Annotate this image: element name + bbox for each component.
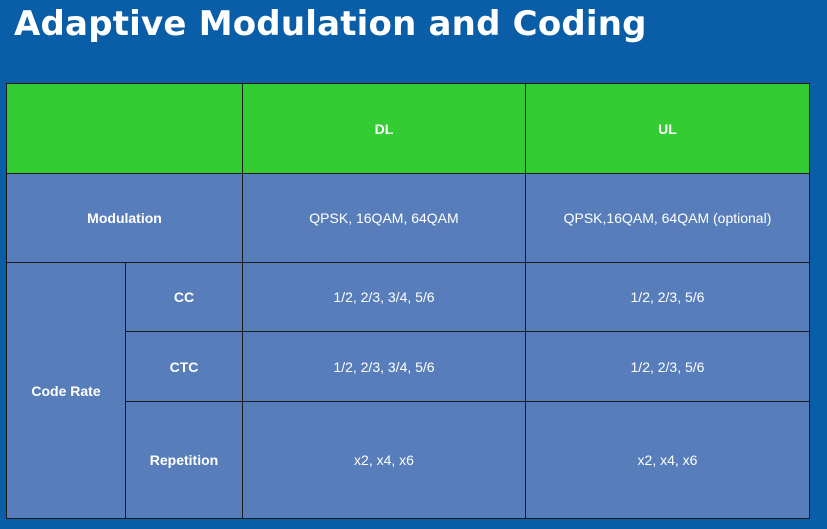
amc-table: DL UL Modulation QPSK, 16QAM, 64QAM QPSK… (6, 83, 810, 519)
header-corner-cell (6, 83, 243, 174)
header-row: DL UL (6, 83, 810, 174)
cc-dl-cell: 1/2, 2/3, 3/4, 5/6 (242, 262, 526, 332)
ctc-dl-cell: 1/2, 2/3, 3/4, 5/6 (242, 331, 526, 402)
repetition-ul-cell: x2, x4, x6 (525, 401, 810, 519)
ctc-label-cell: CTC (125, 331, 243, 402)
cc-label-cell: CC (125, 262, 243, 332)
cc-ul-cell: 1/2, 2/3, 5/6 (525, 262, 810, 332)
header-dl-cell: DL (242, 83, 526, 174)
code-rate-ctc-row: CTC 1/2, 2/3, 3/4, 5/6 1/2, 2/3, 5/6 (7, 331, 810, 402)
repetition-label-cell: Repetition (125, 401, 243, 519)
code-rate-cc-row: Code Rate CC 1/2, 2/3, 3/4, 5/6 1/2, 2/3… (6, 262, 810, 519)
modulation-dl-cell: QPSK, 16QAM, 64QAM (242, 173, 526, 263)
modulation-ul-cell: QPSK,16QAM, 64QAM (optional) (525, 173, 810, 263)
header-ul-cell: UL (525, 83, 810, 174)
modulation-row: Modulation QPSK, 16QAM, 64QAM QPSK,16QAM… (6, 173, 810, 263)
code-rate-repetition-row: Repetition x2, x4, x6 x2, x4, x6 (7, 401, 810, 519)
code-rate-label-cell: Code Rate (6, 262, 126, 519)
repetition-dl-cell: x2, x4, x6 (242, 401, 526, 519)
slide-title: Adaptive Modulation and Coding (14, 4, 647, 44)
modulation-label-cell: Modulation (6, 173, 243, 263)
ctc-ul-cell: 1/2, 2/3, 5/6 (525, 331, 810, 402)
